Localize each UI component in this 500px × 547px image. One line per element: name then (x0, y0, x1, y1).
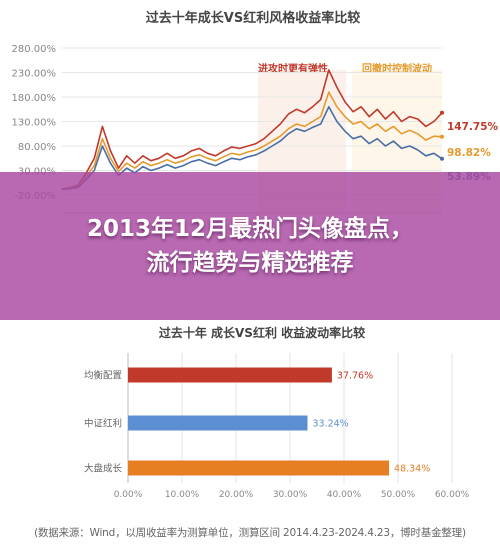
bar-value-label: 37.76% (337, 371, 373, 382)
series-end-label: 98.82% (447, 147, 491, 159)
series-line-3 (61, 106, 443, 190)
y-tick-label: 280.00% (12, 44, 57, 55)
series-line-2 (61, 91, 443, 190)
line-chart-title: 过去十年成长VS红利风格收益率比较 (146, 10, 360, 26)
x-tick-label: 20.00% (219, 490, 254, 500)
annotation-attack: 进攻时更有弹性 (258, 62, 328, 75)
x-tick-label: 40.00% (327, 490, 362, 500)
x-tick-label: 30.00% (273, 490, 308, 500)
y-tick-label: 130.00% (12, 118, 57, 129)
series-end-point (440, 134, 444, 139)
bar (128, 460, 390, 476)
bar-chart-title: 过去十年 成长VS红利 收益波动率比较 (159, 325, 365, 340)
title-banner: 2013年12月最热门头像盘点， 流行趋势与精选推荐 (0, 172, 500, 320)
banner-title-line-1: 2013年12月最热门头像盘点， (86, 216, 414, 242)
line-chart: 过去十年成长VS红利风格收益率比较 进攻时更有弹性 回撤时控制波动 280.00… (12, 10, 499, 215)
x-tick-label: 50.00% (381, 490, 416, 500)
category-label: 中证红利 (84, 418, 122, 430)
category-label: 均衡配置 (84, 370, 122, 382)
annotation-defense: 回撤时控制波动 (362, 62, 432, 75)
series-end-point (440, 156, 444, 161)
data-source-footnote: (数据来源：Wind，以周收益率为测算单位，测算区间 2014.4.23-202… (34, 527, 466, 539)
series-line-1 (61, 69, 443, 190)
banner-title-line-2: 流行趋势与精选推荐 (146, 250, 354, 276)
bar-chart: 过去十年 成长VS红利 收益波动率比较 0.00% 10.00% 20.00% 30.… (84, 325, 470, 500)
bar (128, 367, 332, 383)
series-end-point (440, 110, 444, 115)
bar-value-label: 48.34% (394, 464, 430, 475)
category-label: 大盘成长 (84, 463, 123, 475)
x-tick-label: 0.00% (114, 490, 143, 500)
bar (128, 415, 308, 431)
x-tick-label: 10.00% (165, 490, 200, 500)
y-tick-label: 80.00% (18, 142, 56, 153)
y-tick-label: 180.00% (12, 93, 57, 104)
y-tick-label: 230.00% (12, 69, 57, 80)
x-tick-label: 60.00% (435, 490, 470, 500)
series-end-label: 147.75% (447, 121, 499, 133)
bar-value-label: 33.24% (312, 419, 348, 430)
